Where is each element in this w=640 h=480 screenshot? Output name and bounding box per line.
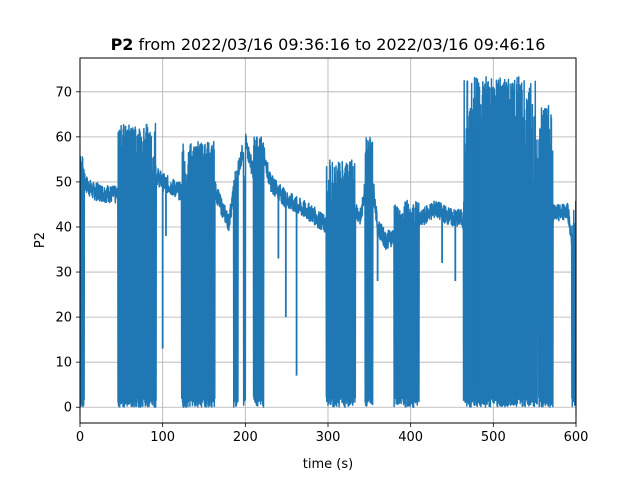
x-tick-label: 400 <box>398 430 423 445</box>
x-tick-label: 500 <box>481 430 506 445</box>
y-tick-label: 70 <box>55 85 72 100</box>
x-tick-label: 200 <box>233 430 258 445</box>
y-tick-label: 40 <box>55 220 72 235</box>
x-axis-label: time (s) <box>303 457 353 472</box>
y-tick-label: 20 <box>55 311 72 326</box>
plot-area <box>80 76 576 408</box>
x-axis: 0 100 200 300 400 500 600 <box>76 423 589 445</box>
y-tick-label: 60 <box>55 130 72 145</box>
y-tick-label: 50 <box>55 175 72 190</box>
y-axis-label: P2 <box>33 232 48 248</box>
y-tick-label: 30 <box>55 266 72 281</box>
x-tick-label: 0 <box>76 430 84 445</box>
x-tick-label: 600 <box>564 430 589 445</box>
x-tick-label: 100 <box>150 430 175 445</box>
chart-title-bold: P2 <box>111 35 134 54</box>
chart-title-rest: from 2022/03/16 09:36:16 to 2022/03/16 0… <box>133 35 545 54</box>
x-tick-label: 300 <box>316 430 341 445</box>
y-axis: 0 10 20 30 40 50 60 70 <box>55 85 80 416</box>
chart-title: P2 from 2022/03/16 09:36:16 to 2022/03/1… <box>111 35 546 54</box>
y-tick-label: 0 <box>64 401 72 416</box>
y-tick-label: 10 <box>55 356 72 371</box>
series-p2 <box>80 76 576 408</box>
